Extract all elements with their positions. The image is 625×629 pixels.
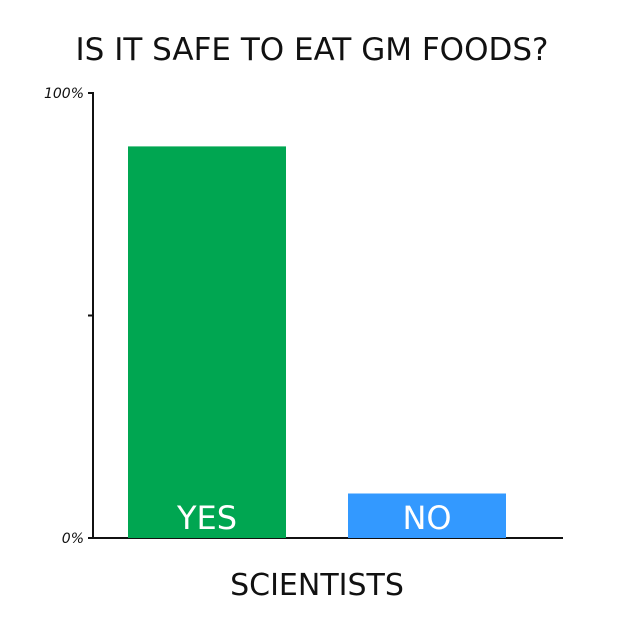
bar-label-yes: YES <box>176 499 237 537</box>
bar-yes <box>128 146 286 538</box>
y-ticks: 100% 0% <box>44 86 94 547</box>
bar-no <box>348 493 506 538</box>
chart-title: IS IT SAFE TO EAT GM FOODS? <box>76 32 549 68</box>
y-tick-label: 0% <box>62 531 84 547</box>
bar-label-no: NO <box>402 499 451 537</box>
bars: YES NO <box>128 146 506 538</box>
x-axis-label: SCIENTISTS <box>230 568 404 603</box>
y-tick-label: 100% <box>44 86 84 102</box>
